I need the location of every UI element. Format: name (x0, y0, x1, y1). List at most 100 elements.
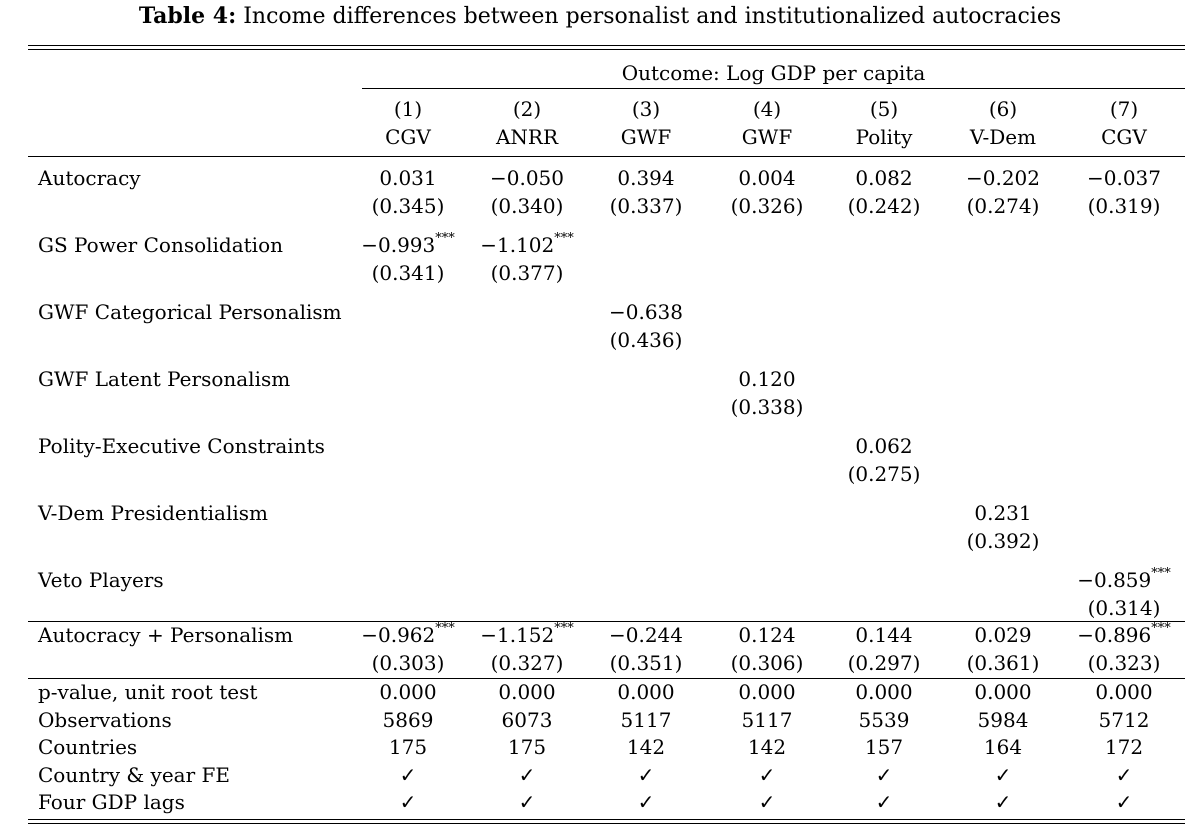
coefficient-value: 0.124 (738, 623, 796, 647)
coefficient: 0.062 (819, 433, 949, 459)
coefficient: −1.152*** (462, 622, 592, 648)
coefficient-value: 0.231 (974, 501, 1032, 525)
stat-value: 5869 (382, 708, 434, 732)
standard-error: (0.297) (847, 651, 921, 675)
stat-value: 0.000 (1095, 680, 1153, 704)
stat-value: 5539 (858, 708, 910, 732)
coefficient: −0.037 (1059, 165, 1189, 191)
row-label: Four GDP lags (38, 790, 185, 814)
column-number: (3) (631, 97, 661, 121)
coefficient: −1.102*** (462, 232, 592, 258)
column-number: (1) (393, 97, 423, 121)
standard-error: (0.351) (609, 651, 683, 675)
coefficient-value: 0.031 (379, 166, 437, 190)
coefficient: 0.144 (819, 622, 949, 648)
stat-value: ✓ (399, 763, 417, 787)
stat-value: 5117 (620, 708, 672, 732)
column-number: (4) (752, 97, 782, 121)
coefficient: 0.231 (938, 500, 1068, 526)
standard-error: (0.303) (371, 651, 445, 675)
coefficient: −0.859*** (1059, 567, 1189, 593)
standard-error: (0.361) (966, 651, 1040, 675)
coefficient: 0.120 (702, 366, 832, 392)
coefficient-value: −0.859 (1077, 568, 1152, 592)
stat-value: ✓ (1115, 790, 1133, 814)
standard-error: (0.319) (1087, 194, 1161, 218)
standard-error: (0.274) (966, 194, 1040, 218)
stat-value: ✓ (518, 790, 536, 814)
stats-rule (28, 678, 1185, 679)
stat-value: 157 (864, 735, 904, 759)
stat-value: ✓ (994, 763, 1012, 787)
stat-value: ✓ (399, 790, 417, 814)
column-source: GWF (741, 125, 793, 149)
column-source: V-Dem (969, 125, 1037, 149)
bottom-rule-1 (28, 819, 1185, 820)
coefficient-value: 0.082 (855, 166, 913, 190)
standard-error: (0.306) (730, 651, 804, 675)
standard-error: (0.337) (609, 194, 683, 218)
coefficient: 0.082 (819, 165, 949, 191)
row-label: Countries (38, 735, 138, 759)
stat-value: 5984 (977, 708, 1029, 732)
stat-value: ✓ (518, 763, 536, 787)
standard-error: (0.345) (371, 194, 445, 218)
significance-stars: *** (435, 231, 455, 247)
coefficient: −0.050 (462, 165, 592, 191)
coefficient: −0.993*** (343, 232, 473, 258)
column-source: CGV (1101, 125, 1147, 149)
standard-error: (0.314) (1087, 596, 1161, 620)
stat-value: 5117 (741, 708, 793, 732)
coefficient: −0.638 (581, 299, 711, 325)
column-number: (6) (988, 97, 1018, 121)
standard-error: (0.327) (490, 651, 564, 675)
stat-value: 0.000 (738, 680, 796, 704)
coefficient-value: −0.037 (1086, 166, 1161, 190)
coefficient: −0.244 (581, 622, 711, 648)
coefficient: −0.202 (938, 165, 1068, 191)
standard-error: (0.341) (371, 261, 445, 285)
coefficient-value: −0.962 (361, 623, 436, 647)
stat-value: ✓ (637, 763, 655, 787)
standard-error: (0.242) (847, 194, 921, 218)
significance-stars: *** (435, 621, 455, 637)
stat-value: ✓ (994, 790, 1012, 814)
coefficient-value: −0.050 (489, 166, 564, 190)
coefficient-value: 0.144 (855, 623, 913, 647)
coefficient: 0.029 (938, 622, 1068, 648)
significance-stars: *** (1151, 566, 1171, 582)
stat-value: 175 (388, 735, 428, 759)
outcome-rule (362, 88, 1185, 89)
row-label: Polity-Executive Constraints (38, 434, 325, 458)
row-label: GS Power Consolidation (38, 233, 283, 257)
stat-value: ✓ (637, 790, 655, 814)
column-source: CGV (385, 125, 431, 149)
standard-error: (0.340) (490, 194, 564, 218)
row-label: GWF Categorical Personalism (38, 300, 342, 324)
stat-value: ✓ (875, 763, 893, 787)
standard-error: (0.275) (847, 462, 921, 486)
coefficient: −0.962*** (343, 622, 473, 648)
stat-value: 0.000 (617, 680, 675, 704)
stat-value: ✓ (758, 763, 776, 787)
stat-value: 142 (626, 735, 666, 759)
stat-value: 175 (507, 735, 547, 759)
column-number: (5) (869, 97, 899, 121)
row-label: Autocracy (38, 166, 141, 190)
stat-value: 0.000 (974, 680, 1032, 704)
header-rule (28, 156, 1185, 157)
sum-rule (28, 621, 1185, 622)
coefficient-value: −0.202 (965, 166, 1040, 190)
column-source: Polity (855, 125, 913, 149)
stat-value: ✓ (875, 790, 893, 814)
top-rule-1 (28, 45, 1185, 46)
coefficient-value: 0.004 (738, 166, 796, 190)
stat-value: 0.000 (855, 680, 913, 704)
coefficient: 0.124 (702, 622, 832, 648)
coefficient-value: −0.896 (1077, 623, 1152, 647)
stat-value: 172 (1104, 735, 1144, 759)
column-source: ANRR (495, 125, 559, 149)
stat-value: ✓ (758, 790, 776, 814)
standard-error: (0.338) (730, 395, 804, 419)
row-label: V-Dem Presidentialism (38, 501, 268, 525)
